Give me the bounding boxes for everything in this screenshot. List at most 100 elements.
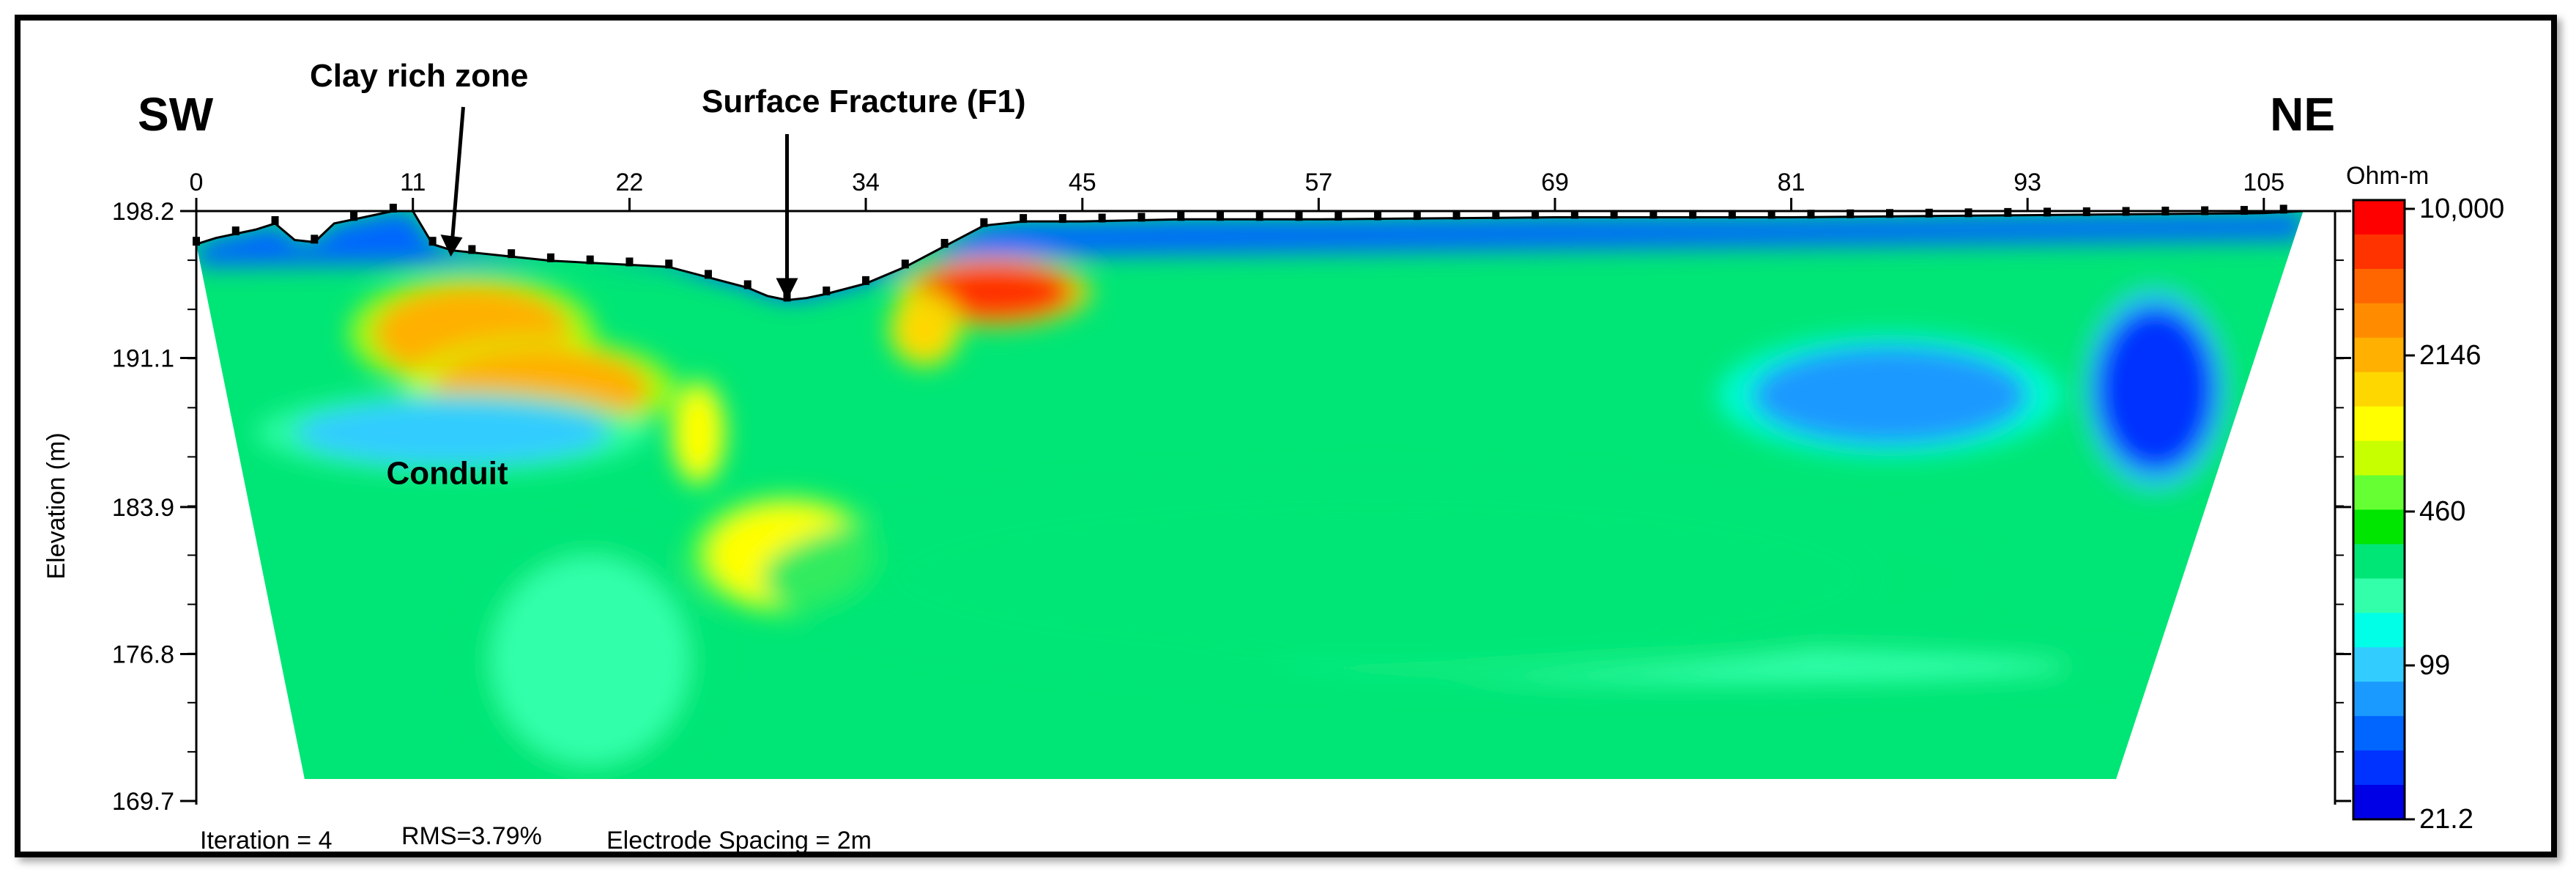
resistivity-section-chart: 0 11 22 34 45 57 69 81 93 105 198.2 191.1 183.9 176.… xyxy=(42,58,2504,854)
y-tick-label: 191.1 xyxy=(112,345,174,373)
colorbar: Ohm-m 10,000 2146 460 99 21.2 xyxy=(2346,162,2504,835)
y-axis-label: Elevation (m) xyxy=(42,432,70,579)
electrode-marker xyxy=(1098,213,1106,223)
y-axis: 198.2 191.1 183.9 176.8 169.7 xyxy=(112,198,2351,816)
colorbar-swatch xyxy=(2353,544,2405,579)
electrode-marker xyxy=(1689,210,1697,219)
electrode-marker xyxy=(1020,214,1028,224)
anomaly-core xyxy=(2096,306,2215,472)
electrode-marker xyxy=(2279,204,2287,214)
colorbar-label: 21.2 xyxy=(2419,804,2473,835)
colorbar-border xyxy=(2352,199,2406,821)
arrowhead-surface-fracture xyxy=(776,278,798,300)
colorbar-swatch xyxy=(2353,785,2405,820)
x-tick-label: 69 xyxy=(1541,169,1569,196)
electrode-marker xyxy=(1532,210,1540,219)
electrode-marker xyxy=(271,215,279,225)
electrode-marker xyxy=(1413,211,1421,221)
electrode-marker xyxy=(2240,206,2248,215)
electrode-marker xyxy=(389,204,397,213)
resistivity-section xyxy=(196,211,2304,779)
colorbar-swatch xyxy=(2353,303,2405,339)
x-tick-label: 105 xyxy=(2243,169,2284,196)
colorbar-swatch xyxy=(2353,268,2405,304)
electrode-marker xyxy=(311,235,319,244)
colorbar-unit: Ohm-m xyxy=(2346,162,2429,190)
electrode-marker xyxy=(350,212,358,221)
electrode-marker xyxy=(1964,208,1972,218)
colorbar-label: 99 xyxy=(2419,650,2450,681)
electrode-marker xyxy=(2161,207,2169,216)
electrode-marker xyxy=(546,253,554,262)
colorbar-swatch xyxy=(2353,682,2405,717)
colorbar-swatch xyxy=(2353,578,2405,613)
electrode-marker xyxy=(980,218,988,227)
colorbar-swatch xyxy=(2353,475,2405,510)
electrode-marker xyxy=(940,239,949,248)
electrode-marker xyxy=(1886,209,1893,218)
annotation-conduit: Conduit xyxy=(386,456,508,492)
electrode-marker xyxy=(231,226,240,236)
annotations: Clay rich zone Surface Fracture (F1) Condu… xyxy=(310,58,1026,492)
colorbar-swatch xyxy=(2353,647,2405,682)
direction-label-ne: NE xyxy=(2270,88,2335,141)
electrode-marker xyxy=(1335,212,1343,221)
plot-area xyxy=(193,204,2335,779)
electrode-marker xyxy=(1492,210,1500,220)
x-tick-label: 45 xyxy=(1069,169,1096,196)
electrode-marker xyxy=(586,255,594,265)
figure-frame: 0 11 22 34 45 57 69 81 93 105 198.2 191.1 183.9 176.… xyxy=(15,15,2557,857)
x-tick-label: 34 xyxy=(852,169,880,196)
electrode-marker xyxy=(704,270,712,279)
anomaly-core xyxy=(491,556,689,764)
electrode-marker xyxy=(2082,207,2090,216)
footer-electrode-spacing: Electrode Spacing = 2m xyxy=(606,827,872,854)
electrode-marker xyxy=(823,286,831,295)
anomaly-core xyxy=(675,387,722,479)
electrode-marker xyxy=(1767,210,1775,219)
electrode-marker xyxy=(1295,212,1303,221)
electrode-marker xyxy=(743,280,751,289)
direction-label-sw: SW xyxy=(138,88,214,141)
anomaly-core xyxy=(885,494,1871,660)
x-tick-label: 81 xyxy=(1778,169,1805,196)
y-tick-label: 176.8 xyxy=(112,640,174,668)
electrode-marker xyxy=(1058,214,1066,224)
colorbar-label: 10,000 xyxy=(2419,193,2504,224)
electrode-marker xyxy=(2201,206,2209,215)
x-tick-label: 11 xyxy=(400,169,426,196)
annotation-surface-fracture: Surface Fracture (F1) xyxy=(702,84,1026,119)
electrode-marker xyxy=(428,237,437,246)
colorbar-swatch xyxy=(2353,750,2405,786)
colorbar-swatch xyxy=(2353,716,2405,751)
footer-rms: RMS=3.79% xyxy=(401,822,542,850)
arrowhead-clay-rich-zone xyxy=(440,235,463,257)
anomaly-core xyxy=(895,298,955,361)
colorbar-swatch xyxy=(2353,440,2405,476)
colorbar-swatch xyxy=(2353,200,2405,235)
electrode-marker xyxy=(1374,211,1382,221)
electrode-marker xyxy=(1570,210,1578,219)
electrode-marker xyxy=(1728,210,1736,219)
electrode-marker xyxy=(1846,209,1855,218)
electrode-marker xyxy=(1255,212,1263,221)
electrode-marker xyxy=(626,257,634,267)
electrode-marker xyxy=(1177,212,1185,221)
surface-topography-line xyxy=(196,210,2304,302)
x-tick-label: 0 xyxy=(190,169,204,196)
electrode-marker xyxy=(1807,210,1815,219)
electrode-marker xyxy=(862,276,870,285)
colorbar-label: 2146 xyxy=(2419,340,2482,371)
electrode-marker xyxy=(1649,210,1658,219)
electrode-marker xyxy=(1137,213,1146,222)
electrode-marker xyxy=(901,259,909,269)
electrode-marker xyxy=(1610,210,1618,219)
colorbar-swatch xyxy=(2353,613,2405,648)
colorbar-swatch xyxy=(2353,372,2405,407)
colorbar-swatch xyxy=(2353,406,2405,442)
y-tick-label: 198.2 xyxy=(112,198,174,226)
y-tick-label: 169.7 xyxy=(112,788,174,816)
annotation-clay-rich-zone: Clay rich zone xyxy=(310,58,528,94)
electrode-marker xyxy=(1216,212,1224,221)
electrode-marker xyxy=(508,249,516,259)
